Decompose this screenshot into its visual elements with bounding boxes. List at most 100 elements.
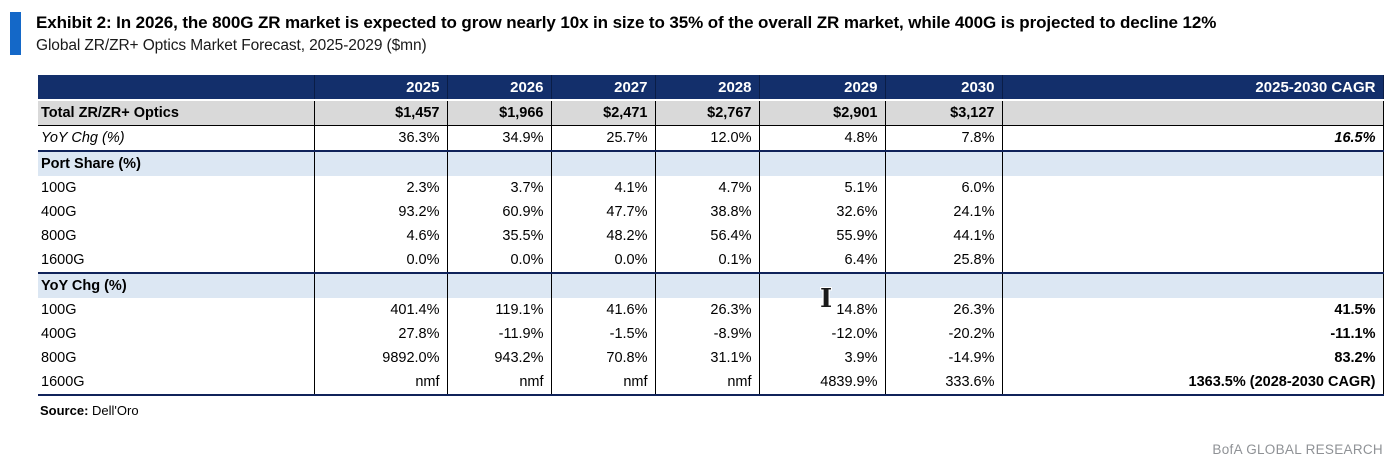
table-row: Total ZR/ZR+ Optics $1,457 $1,966 $2,471 $2,… — [38, 100, 1384, 127]
value-cell — [758, 273, 885, 299]
value-cell — [446, 273, 551, 299]
value-cell: 93.2% — [313, 200, 447, 225]
forecast-table: 2025 2026 2027 2028 2029 2030 2025-2030 CAGR T… — [38, 75, 1384, 397]
value-cell — [550, 151, 655, 177]
cagr-cell — [1001, 100, 1384, 127]
value-cell: 4839.9% — [758, 370, 885, 397]
value-cell: 6.0% — [884, 176, 1002, 201]
value-cell: 4.8% — [758, 125, 885, 153]
value-cell: 41.6% — [550, 298, 655, 323]
column-header-2030: 2030 — [884, 75, 1002, 102]
value-cell: -1.5% — [550, 322, 655, 347]
value-cell: -11.9% — [446, 322, 551, 347]
value-cell — [446, 151, 551, 177]
cagr-cell: 83.2% — [1001, 346, 1384, 371]
column-header-2028: 2028 — [654, 75, 759, 102]
table-row: 800G 4.6% 35.5% 48.2% 56.4% 55.9% 44.1% — [38, 224, 1384, 249]
value-cell: nmf — [654, 370, 759, 397]
cagr-cell: 16.5% — [1001, 125, 1384, 153]
value-cell: 25.8% — [884, 248, 1002, 275]
column-header-2026: 2026 — [446, 75, 551, 102]
value-cell: 4.1% — [550, 176, 655, 201]
cagr-cell — [1001, 248, 1384, 275]
row-label: 400G — [41, 204, 77, 221]
value-cell: 47.7% — [550, 200, 655, 225]
row-label: 800G — [41, 228, 77, 245]
exhibit-subtitle: Global ZR/ZR+ Optics Market Forecast, 20… — [36, 37, 427, 55]
table-row: 800G 9892.0% 943.2% 70.8% 31.1% 3.9% -14.9% 83.… — [38, 346, 1384, 371]
value-cell: 27.8% — [313, 322, 447, 347]
value-cell: 0.0% — [446, 248, 551, 275]
value-cell — [654, 273, 759, 299]
cagr-cell — [1001, 151, 1384, 177]
table-row: 400G 93.2% 60.9% 47.7% 38.8% 32.6% 24.1% — [38, 200, 1384, 225]
value-cell: 3.7% — [446, 176, 551, 201]
source-line: Source: Dell'Oro — [40, 403, 1397, 418]
value-cell: 5.1% — [758, 176, 885, 201]
value-cell: nmf — [313, 370, 447, 397]
header-row: 2025 2026 2027 2028 2029 2030 2025-2030 CAGR — [38, 75, 1384, 102]
value-cell — [313, 151, 447, 177]
value-cell: 70.8% — [550, 346, 655, 371]
value-cell: -14.9% — [884, 346, 1002, 371]
value-cell: 12.0% — [654, 125, 759, 153]
value-cell: 2.3% — [313, 176, 447, 201]
value-cell: 31.1% — [654, 346, 759, 371]
cagr-cell: -11.1% — [1001, 322, 1384, 347]
row-label: YoY Chg (%) — [41, 278, 127, 295]
cagr-cell — [1001, 200, 1384, 225]
value-cell — [313, 273, 447, 299]
table-row: 1600G nmf nmf nmf nmf 4839.9% 333.6% 1363.5% (2… — [38, 370, 1384, 397]
value-cell: 55.9% — [758, 224, 885, 249]
value-cell: -8.9% — [654, 322, 759, 347]
row-label: 1600G — [38, 370, 314, 397]
table-row: 400G 27.8% -11.9% -1.5% -8.9% -12.0% -20.2% -11… — [38, 322, 1384, 347]
cagr-cell: 1363.5% (2028-2030 CAGR) — [1001, 370, 1384, 397]
value-cell: 119.1% — [446, 298, 551, 323]
brand-logo-text: BofA GLOBAL RESEARCH — [1212, 442, 1383, 457]
column-header-2025-2030-cagr: 2025-2030 CAGR — [1001, 75, 1384, 102]
cagr-cell — [1001, 224, 1384, 249]
value-cell: $2,471 — [550, 100, 655, 127]
table-row: Port Share (%) — [38, 151, 1384, 177]
table-body: Total ZR/ZR+ Optics $1,457 $1,966 $2,471 $2,… — [38, 100, 1384, 397]
value-cell — [884, 273, 1002, 299]
column-header-2025: 2025 — [313, 75, 447, 102]
row-label: YoY Chg (%) — [38, 125, 314, 153]
value-cell: 26.3% — [654, 298, 759, 323]
value-cell: 24.1% — [884, 200, 1002, 225]
value-cell: -20.2% — [884, 322, 1002, 347]
value-cell: $2,767 — [654, 100, 759, 127]
value-cell: nmf — [550, 370, 655, 397]
row-label: 800G — [41, 350, 77, 367]
exhibit-title: Exhibit 2: In 2026, the 800G ZR market i… — [36, 13, 1217, 32]
table-row: 1600G 0.0% 0.0% 0.0% 0.1% 6.4% 25.8% — [38, 248, 1384, 275]
source-label: Source: — [40, 403, 89, 419]
column-header-blank — [38, 75, 314, 102]
value-cell: -12.0% — [758, 322, 885, 347]
value-cell — [550, 273, 655, 299]
value-cell: 6.4% — [758, 248, 885, 275]
accent-bar — [10, 12, 21, 56]
table-row: 100G 2.3% 3.7% 4.1% 4.7% 5.1% 6.0% — [38, 176, 1384, 201]
value-cell: 9892.0% — [313, 346, 447, 371]
value-cell: 333.6% — [884, 370, 1002, 397]
value-cell: 943.2% — [446, 346, 551, 371]
table-header: 2025 2026 2027 2028 2029 2030 2025-2030 CAGR — [38, 75, 1384, 102]
value-cell: 25.7% — [550, 125, 655, 153]
value-cell: 44.1% — [884, 224, 1002, 249]
value-cell: nmf — [446, 370, 551, 397]
table-row: YoY Chg (%) 36.3% 34.9% 25.7% 12.0% 4.8% 7.8% 1… — [38, 125, 1384, 153]
value-cell: $1,457 — [313, 100, 447, 127]
value-cell: 34.9% — [446, 125, 551, 153]
value-cell: 48.2% — [550, 224, 655, 249]
value-cell: 4.7% — [654, 176, 759, 201]
row-label: 100G — [41, 180, 77, 197]
value-cell: $2,901 — [758, 100, 885, 127]
value-cell: 38.8% — [654, 200, 759, 225]
table-row: YoY Chg (%) — [38, 273, 1384, 299]
column-header-2029: 2029 — [758, 75, 885, 102]
value-cell: 3.9% — [758, 346, 885, 371]
value-cell: 4.6% — [313, 224, 447, 249]
value-cell: 60.9% — [446, 200, 551, 225]
